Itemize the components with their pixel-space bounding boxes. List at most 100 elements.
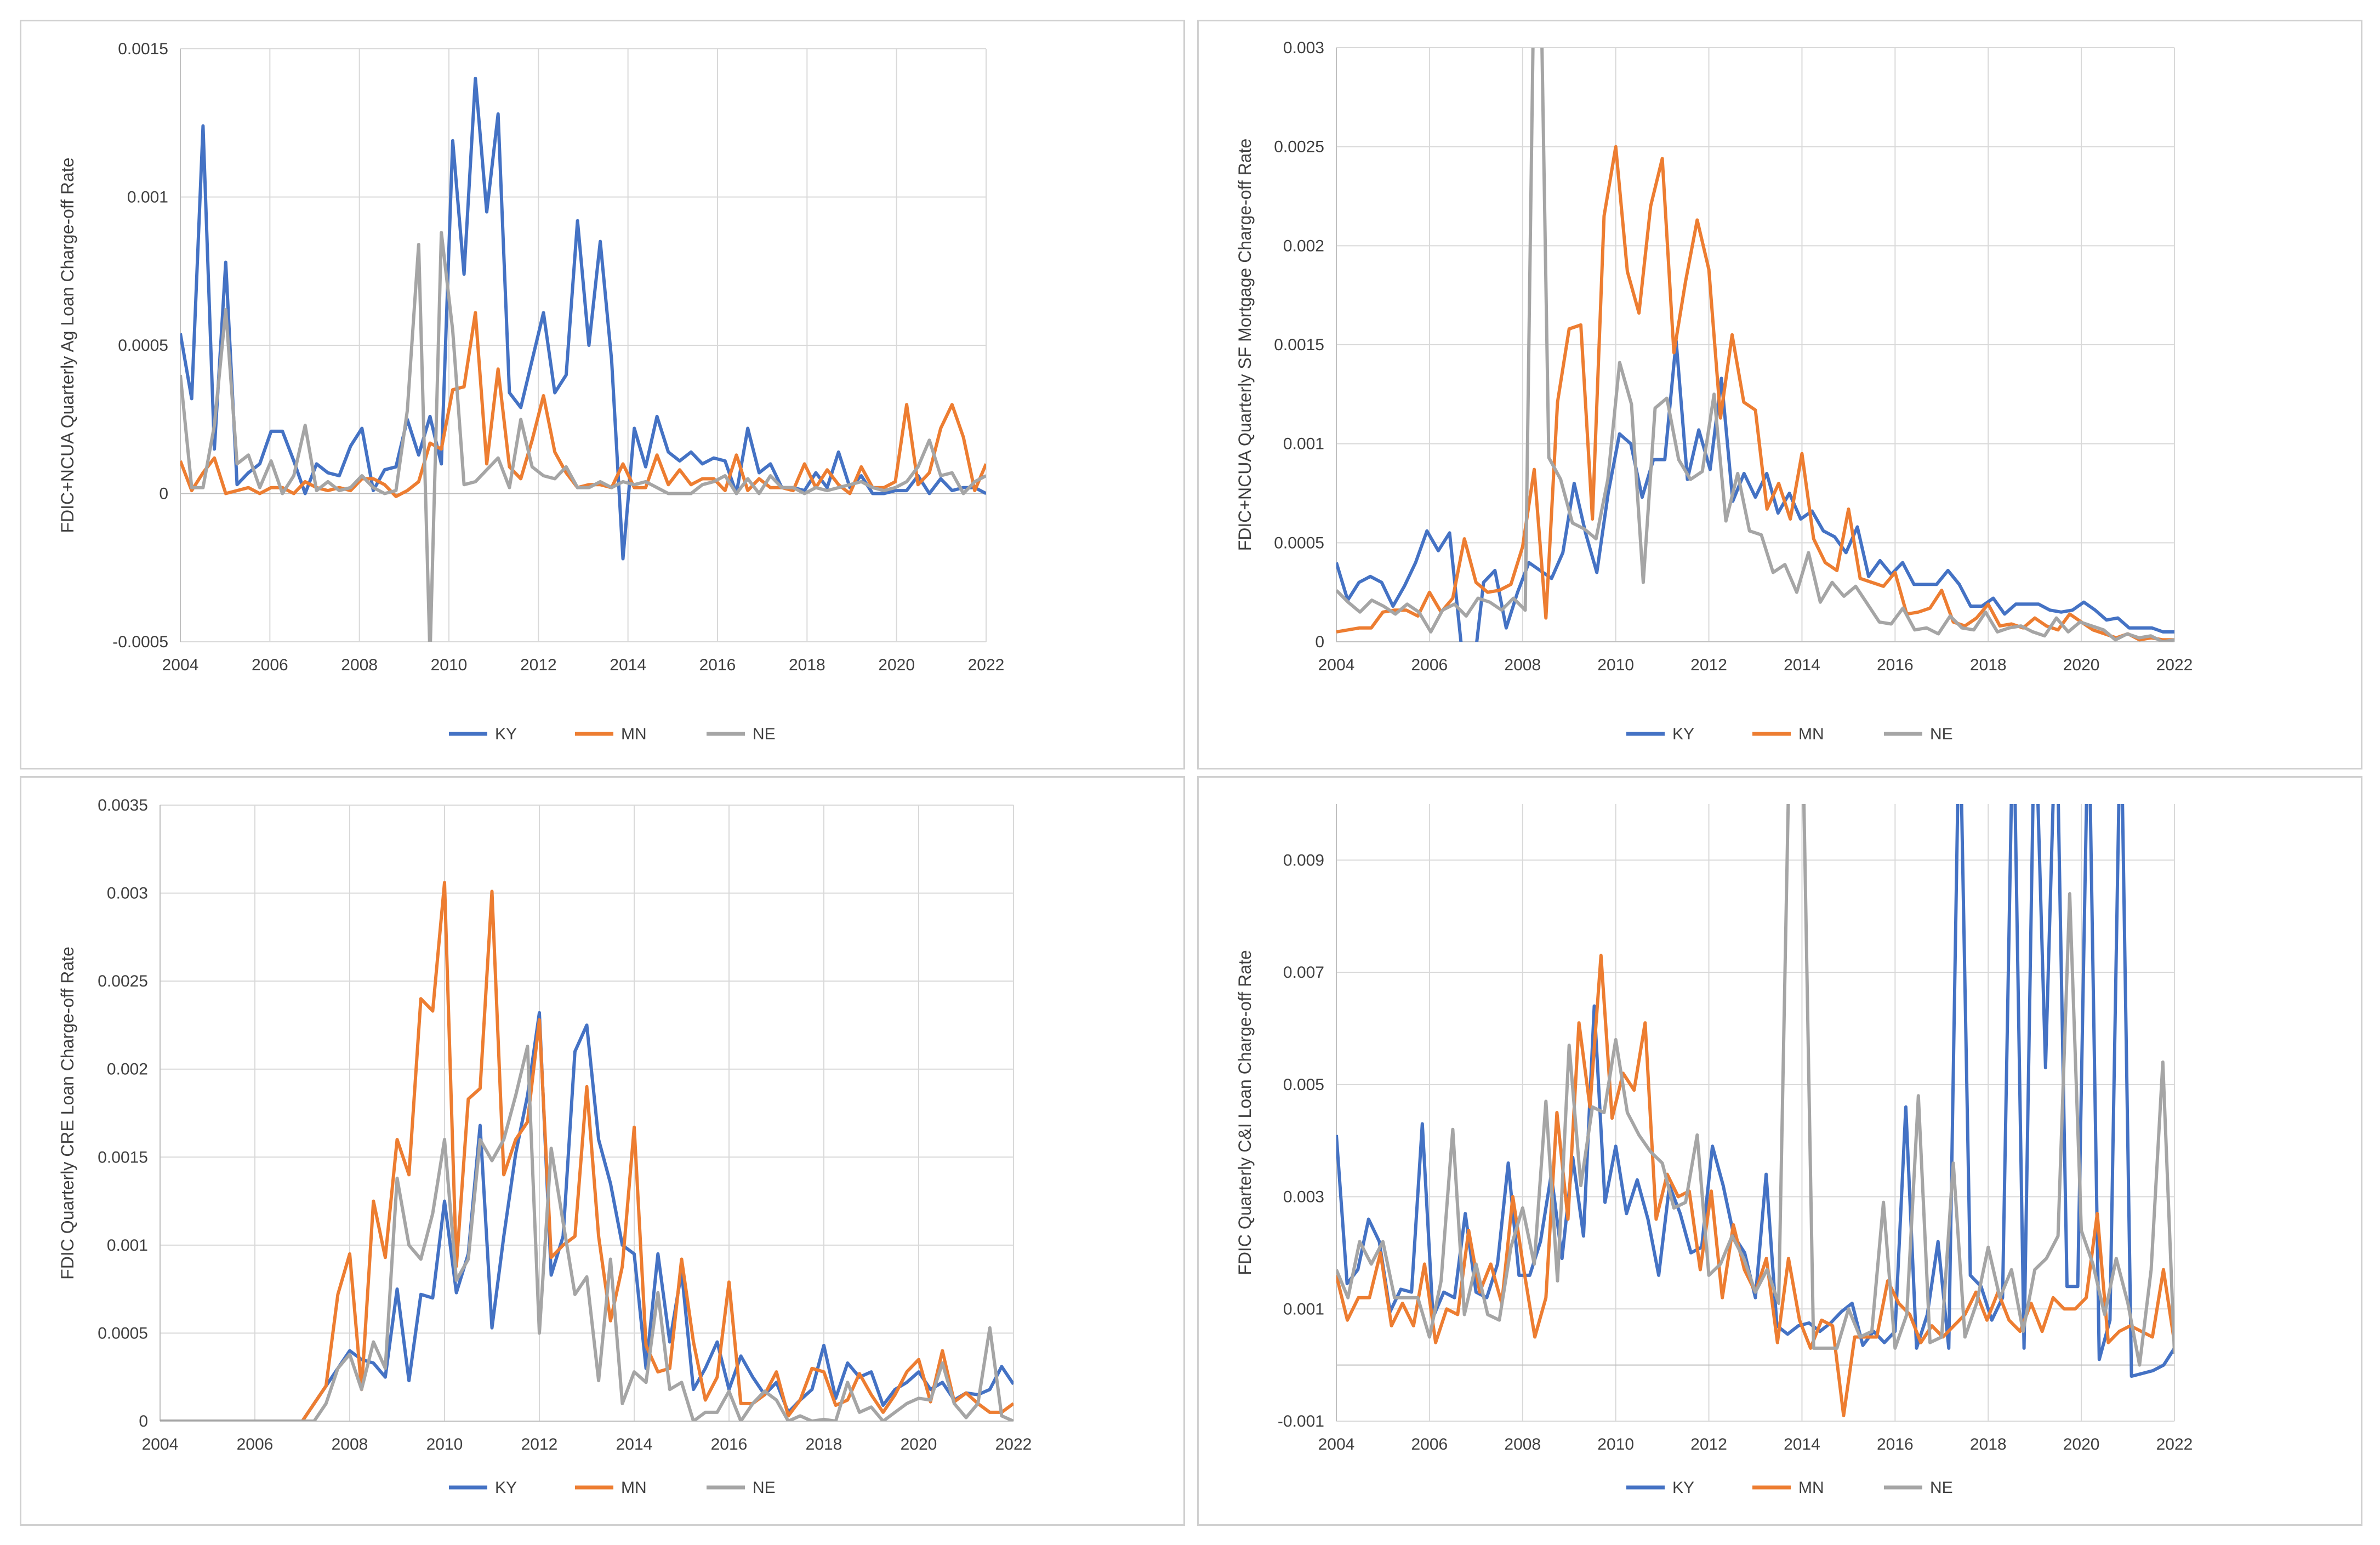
series-line-mn	[160, 881, 1014, 1421]
x-tick-label: 2006	[1411, 656, 1448, 674]
y-tick-label: 0.0025	[1274, 138, 1324, 156]
chart-panel-ci: -0.001 0.001 0.003 0.005 0.007 0.009 2004 2006 2…	[1197, 776, 2362, 1526]
x-tick-label: 2016	[1877, 656, 1914, 674]
y-tick-label: 0.002	[1283, 237, 1324, 255]
x-tick-label: 2006	[1411, 1435, 1448, 1453]
sf-mortgage-chart: 0 0.0005 0.001 0.0015 0.002 0.0025 0.003 2004 20…	[1235, 39, 2193, 743]
y-tick-label: 0.001	[107, 1236, 148, 1255]
y-axis-title: FDIC+NCUA Quarterly Ag Loan Charge-off R…	[58, 157, 77, 533]
y-tick-label: -0.001	[1278, 1412, 1324, 1430]
y-tick-label: 0.0025	[98, 972, 148, 990]
y-axis-title: FDIC Quarterly C&I Loan Charge-off Rate	[1235, 950, 1255, 1275]
chart-panel-cre: 0 0.0005 0.001 0.0015 0.002 0.0025 0.003 0.0035…	[20, 776, 1185, 1526]
x-tick-label: 2008	[332, 1435, 368, 1453]
y-tick-label: 0.0015	[118, 40, 168, 58]
series-line-ne	[180, 231, 986, 642]
y-tick-label: 0.0015	[1274, 336, 1324, 354]
y-tick-label: 0.001	[127, 189, 168, 207]
x-tick-label: 2010	[1597, 656, 1634, 674]
y-tick-label: 0.003	[1283, 39, 1324, 57]
x-tick-label: 2008	[1504, 1435, 1541, 1453]
x-tick-label: 2014	[1784, 656, 1820, 674]
y-tick-label: 0.003	[107, 885, 148, 903]
ci-loan-chart: -0.001 0.001 0.003 0.005 0.007 0.009 2004 2006 2…	[1235, 804, 2193, 1497]
legend-label-mn: MN	[1798, 725, 1824, 743]
x-tick-label: 2018	[789, 656, 825, 674]
x-tick-label: 2020	[2063, 1435, 2100, 1453]
legend-label-ne: NE	[1930, 1479, 1953, 1497]
legend-label-mn: MN	[621, 725, 647, 743]
y-tick-label: 0	[159, 485, 168, 503]
chart-panel-sf-mortgage: 0 0.0005 0.001 0.0015 0.002 0.0025 0.003 2004 20…	[1197, 20, 2362, 769]
y-tick-label: 0.0005	[118, 337, 168, 355]
x-tick-label: 2004	[142, 1435, 179, 1453]
series-line-ne	[160, 1045, 1014, 1421]
y-tick-label: 0.009	[1283, 851, 1324, 869]
y-tick-label: 0.003	[1283, 1188, 1324, 1206]
x-tick-label: 2020	[2063, 656, 2100, 674]
series-line-ne	[1336, 48, 2174, 642]
series-line-mn	[180, 311, 986, 498]
legend-label-ky: KY	[1672, 725, 1694, 743]
y-tick-label: 0	[1315, 633, 1324, 651]
x-tick-label: 2016	[1877, 1435, 1914, 1453]
ag-loan-chart: -0.0005 0 0.0005 0.001 0.0015 2004 2006 2008 201…	[58, 40, 1005, 743]
y-tick-label: 0.001	[1283, 435, 1324, 453]
legend-label-ky: KY	[495, 725, 517, 743]
x-tick-label: 2012	[1690, 656, 1727, 674]
x-tick-label: 2006	[252, 656, 288, 674]
x-tick-label: 2010	[431, 656, 468, 674]
legend-label-mn: MN	[621, 1479, 647, 1497]
y-tick-label: 0.007	[1283, 964, 1324, 982]
x-tick-label: 2010	[426, 1435, 463, 1453]
y-tick-label: -0.0005	[112, 633, 168, 651]
series-line-ky	[1336, 804, 2174, 1378]
x-tick-label: 2008	[1504, 656, 1541, 674]
x-tick-label: 2022	[2156, 1435, 2193, 1453]
y-tick-label: 0.0015	[98, 1148, 148, 1166]
series-line-ne	[1336, 804, 2174, 1367]
y-axis-title: FDIC Quarterly CRE Loan Charge-off Rate	[58, 947, 77, 1280]
legend-label-mn: MN	[1798, 1479, 1824, 1497]
series-line-ky	[160, 1011, 1014, 1421]
y-tick-label: 0.002	[107, 1061, 148, 1079]
x-tick-label: 2022	[968, 656, 1005, 674]
y-tick-label: 0.0035	[98, 796, 148, 814]
series-line-mn	[1336, 954, 2174, 1417]
x-tick-label: 2018	[806, 1435, 842, 1453]
x-tick-label: 2016	[711, 1435, 748, 1453]
x-tick-label: 2004	[162, 656, 199, 674]
x-tick-label: 2006	[237, 1435, 274, 1453]
x-tick-label: 2020	[878, 656, 915, 674]
x-tick-label: 2022	[995, 1435, 1032, 1453]
y-tick-label: 0.001	[1283, 1300, 1324, 1318]
x-tick-label: 2014	[616, 1435, 653, 1453]
y-axis-title: FDIC+NCUA Quarterly SF Mortgage Charge-o…	[1235, 139, 1255, 551]
legend-label-ne: NE	[753, 1479, 776, 1497]
series-line-mn	[1336, 145, 2174, 642]
x-tick-label: 2004	[1318, 656, 1355, 674]
x-tick-label: 2016	[699, 656, 736, 674]
cre-loan-chart: 0 0.0005 0.001 0.0015 0.002 0.0025 0.003 0.0035…	[58, 796, 1032, 1497]
legend-label-ky: KY	[1672, 1479, 1694, 1497]
y-tick-label: 0.0005	[98, 1324, 148, 1342]
x-tick-label: 2018	[1970, 1435, 2007, 1453]
x-tick-label: 2014	[1784, 1435, 1820, 1453]
x-tick-label: 2012	[1690, 1435, 1727, 1453]
y-tick-label: 0	[139, 1412, 148, 1430]
x-tick-label: 2010	[1597, 1435, 1634, 1453]
y-tick-label: 0.0005	[1274, 534, 1324, 552]
chart-panel-ag: -0.0005 0 0.0005 0.001 0.0015 2004 2006 2008 201…	[20, 20, 1185, 769]
x-tick-label: 2020	[901, 1435, 937, 1453]
x-tick-label: 2012	[520, 656, 557, 674]
legend-label-ne: NE	[753, 725, 776, 743]
series-line-ky	[1336, 339, 2174, 642]
x-tick-label: 2008	[341, 656, 378, 674]
x-tick-label: 2014	[610, 656, 646, 674]
x-tick-label: 2018	[1970, 656, 2007, 674]
legend-label-ne: NE	[1930, 725, 1953, 743]
x-tick-label: 2022	[2156, 656, 2193, 674]
legend-label-ky: KY	[495, 1479, 517, 1497]
x-tick-label: 2012	[521, 1435, 558, 1453]
y-tick-label: 0.005	[1283, 1076, 1324, 1094]
